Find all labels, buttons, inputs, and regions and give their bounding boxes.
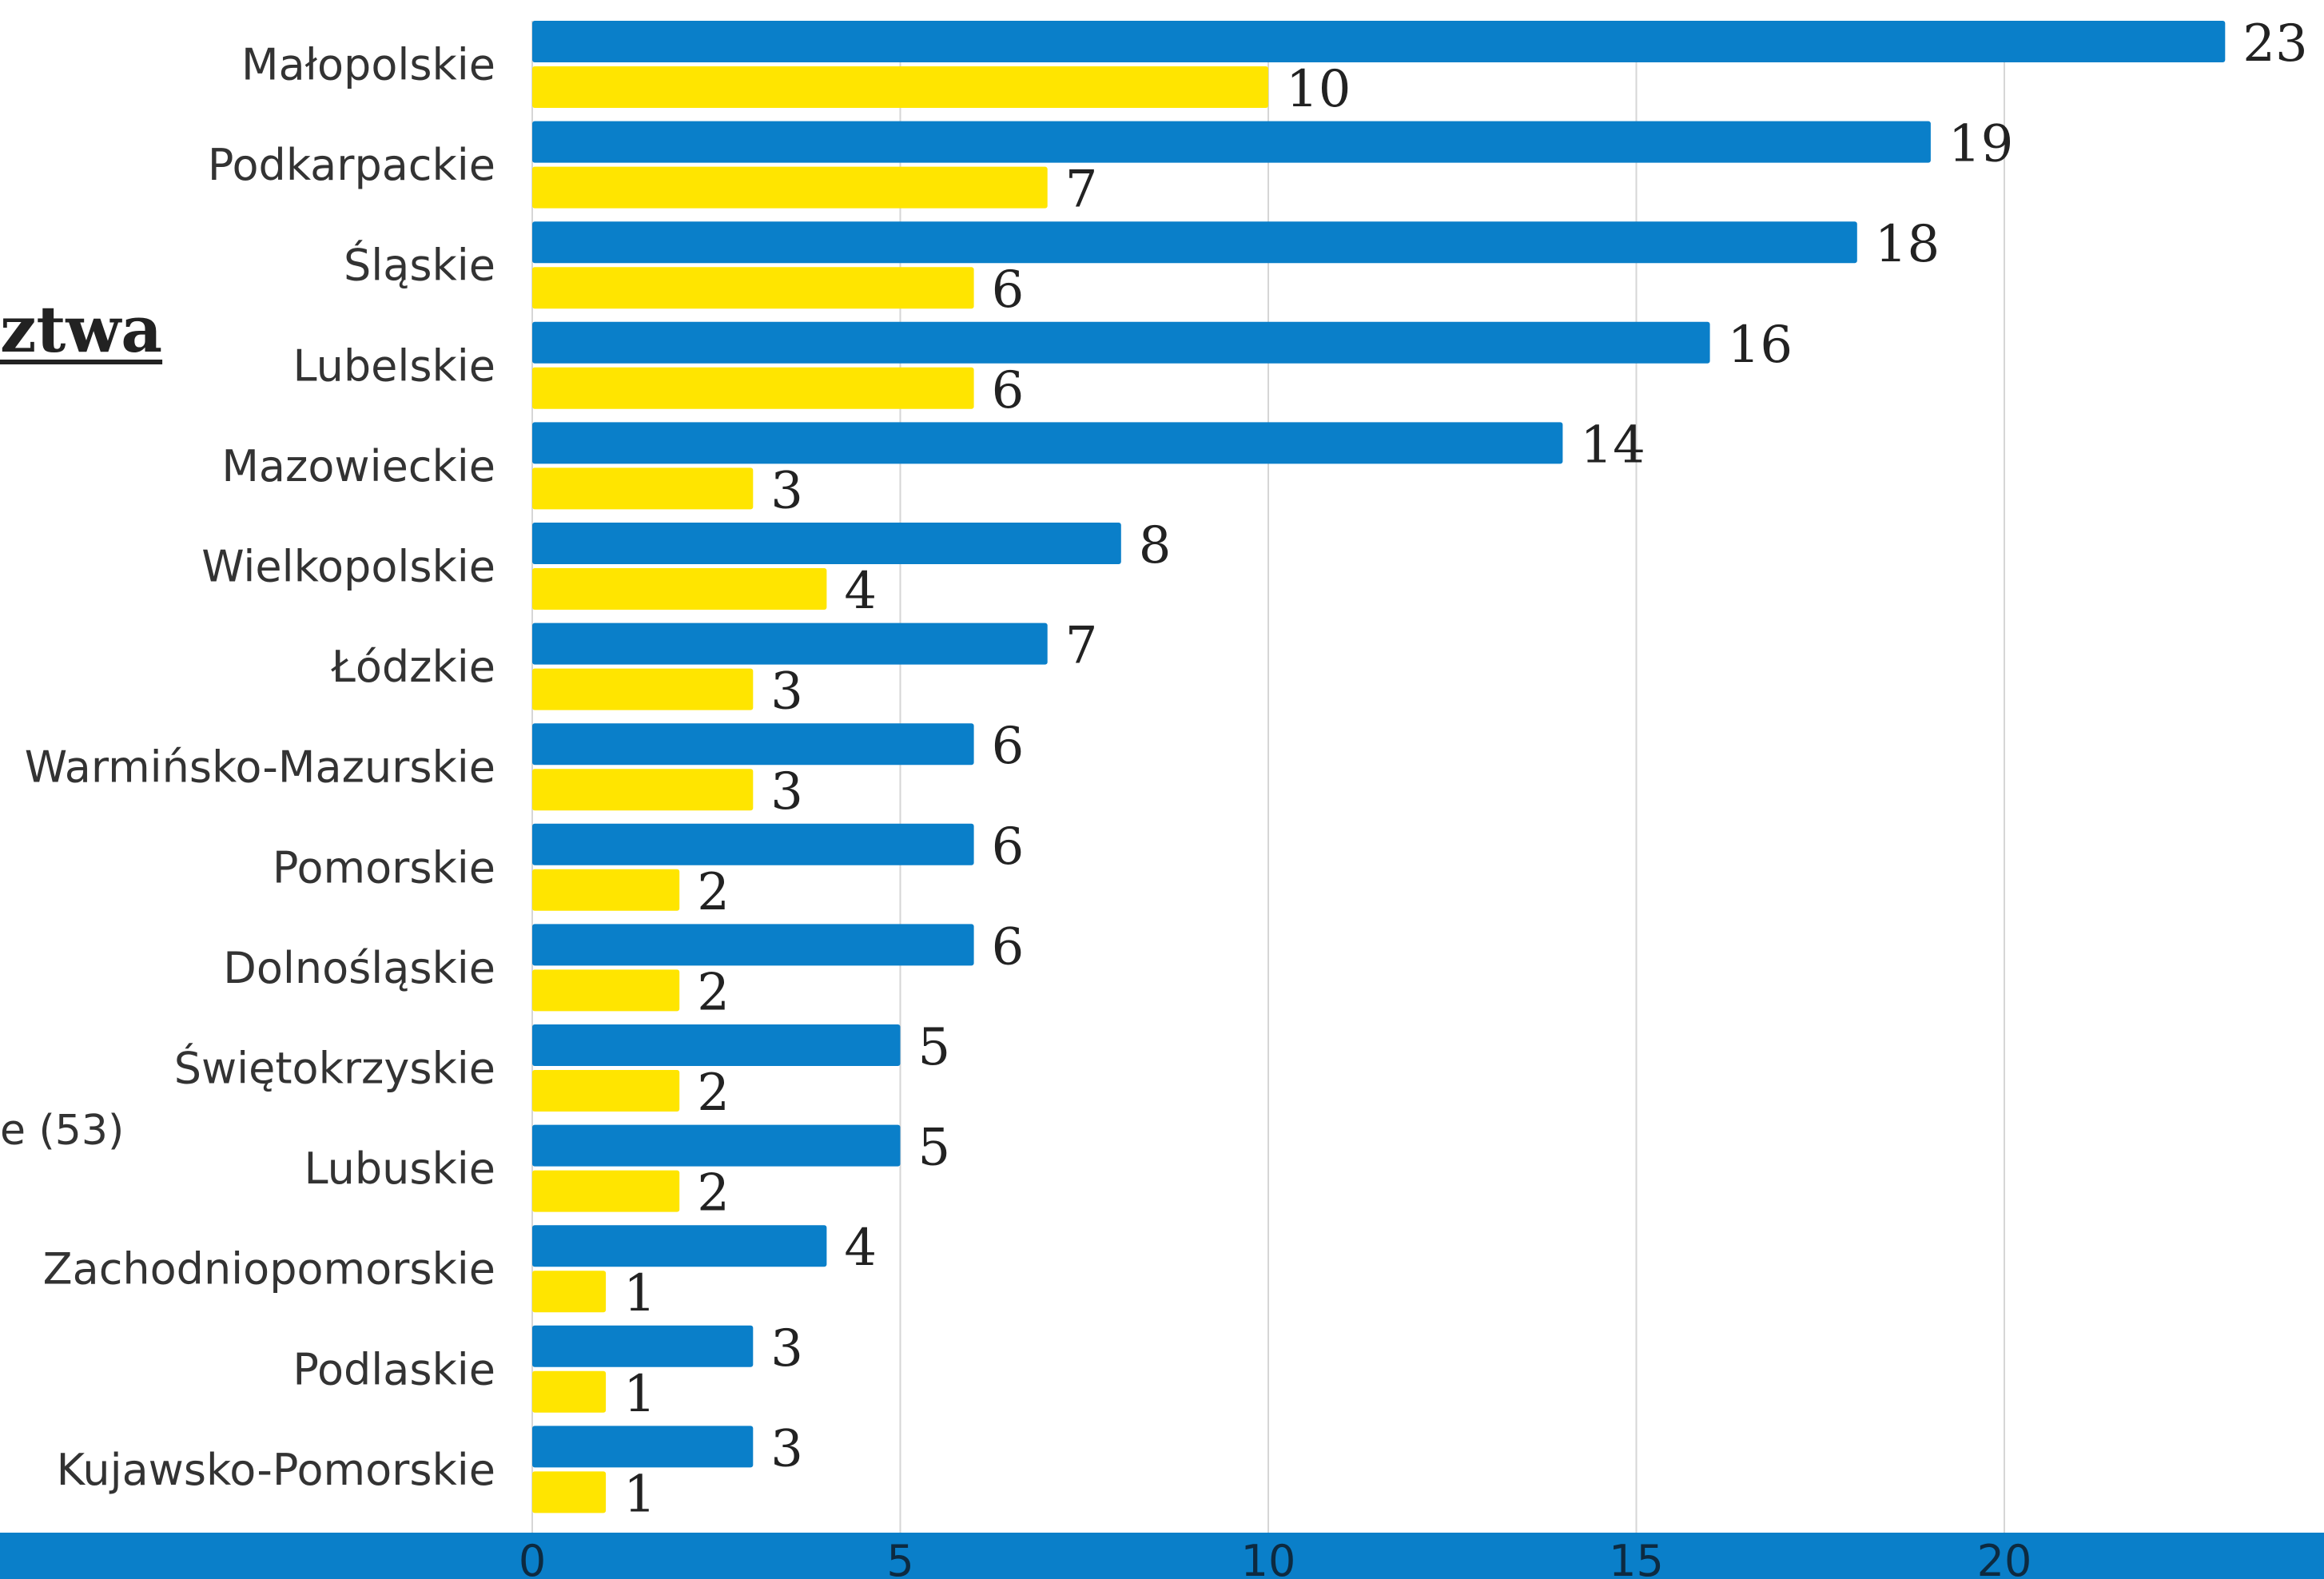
category-labels: Małopolskie Podkarpackie Śląskie Lubelskie M…	[25, 40, 495, 1495]
value-label: 6	[992, 917, 1025, 976]
value-label: 16	[1728, 316, 1793, 375]
bar-secondary	[532, 467, 754, 510]
value-label: 3	[770, 762, 803, 821]
bar-secondary	[532, 1070, 680, 1112]
category-label: Świętokrzyskie	[174, 1044, 495, 1094]
value-label: 6	[992, 817, 1025, 877]
value-label: 8	[1139, 516, 1172, 575]
category-label: Podlaskie	[292, 1344, 495, 1394]
x-tick-label: 20	[1977, 1536, 2032, 1579]
x-tick-labels: 0 5 10 15 20	[519, 1536, 2032, 1579]
bar-primary	[532, 1325, 754, 1367]
value-label: 5	[918, 1119, 951, 1178]
value-label: 23	[2242, 14, 2307, 74]
bar-secondary	[532, 1370, 607, 1413]
value-label: 3	[770, 461, 803, 520]
bar-primary	[532, 1225, 827, 1267]
bar-primary	[532, 422, 1563, 464]
category-label: Łódzkie	[330, 642, 495, 692]
category-label: Kujawsko-Pomorskie	[57, 1445, 495, 1495]
category-label: Zachodniopomorskie	[43, 1244, 495, 1295]
category-label: Dolnośląskie	[223, 943, 495, 993]
value-label: 1	[623, 1465, 656, 1524]
bar-primary	[532, 1024, 901, 1066]
bar-secondary	[532, 869, 680, 911]
bar-secondary	[532, 969, 680, 1012]
value-label: 2	[697, 863, 730, 922]
bar-secondary	[532, 166, 1048, 209]
bar-secondary	[532, 769, 754, 811]
bar-primary	[532, 321, 1710, 364]
value-label: 7	[1065, 617, 1098, 676]
category-label: Wielkopolskie	[201, 542, 495, 592]
value-label: 3	[770, 1319, 803, 1378]
category-label: Śląskie	[344, 241, 495, 291]
bar-primary	[532, 221, 1857, 264]
legend-text-fragment: e (53)	[0, 1107, 125, 1155]
page-title: ztwa	[0, 292, 163, 367]
bar-secondary	[532, 66, 1268, 108]
value-label: 7	[1065, 161, 1098, 220]
value-label: 18	[1875, 215, 1940, 274]
bar-primary	[532, 121, 1931, 163]
value-label: 14	[1580, 416, 1645, 475]
value-label: 2	[697, 1064, 730, 1123]
value-labels: 23 10 19 7 18 6 16 6 14 3 8 4 7 3 6 3 6 2 6 2 5 2 5 2 4 1 3 1 3 1	[623, 14, 2308, 1524]
value-label: 4	[844, 1219, 877, 1278]
bar-secondary	[532, 367, 974, 409]
value-label: 2	[697, 963, 730, 1022]
value-label: 3	[770, 662, 803, 722]
bar-secondary	[532, 1471, 607, 1513]
bar-primary	[532, 823, 974, 865]
bar-primary	[532, 21, 2226, 62]
bar-secondary	[532, 668, 754, 710]
bar-secondary	[532, 1170, 680, 1212]
x-tick-label: 0	[519, 1536, 546, 1579]
value-label: 19	[1948, 115, 2013, 174]
category-label: Lubelskie	[293, 340, 496, 391]
value-label: 4	[844, 562, 877, 621]
bar-secondary	[532, 267, 974, 309]
value-label: 6	[992, 717, 1025, 776]
bar-secondary	[532, 568, 827, 610]
bar-primary	[532, 723, 974, 766]
category-label: Lubuskie	[304, 1143, 496, 1194]
value-label: 5	[918, 1018, 951, 1077]
category-label: Podkarpackie	[208, 140, 495, 190]
bar-primary	[532, 1124, 901, 1167]
bar-primary	[532, 523, 1121, 564]
bars	[532, 21, 2226, 1513]
bar-primary	[532, 622, 1048, 665]
value-label: 6	[992, 261, 1025, 320]
value-label: 3	[770, 1419, 803, 1478]
category-label: Pomorskie	[273, 842, 495, 893]
x-tick-label: 5	[886, 1536, 913, 1579]
axis-bottom-bar	[0, 1533, 2324, 1579]
category-label: Małopolskie	[241, 40, 495, 90]
value-label: 6	[992, 361, 1025, 420]
category-label: Warmińsko-Mazurskie	[25, 742, 495, 793]
value-label: 1	[623, 1264, 656, 1323]
value-label: 1	[623, 1365, 656, 1424]
bar-primary	[532, 1426, 754, 1468]
bar-secondary	[532, 1271, 607, 1313]
category-label: Mazowieckie	[221, 441, 495, 491]
x-tick-label: 15	[1609, 1536, 1664, 1579]
x-tick-label: 10	[1241, 1536, 1296, 1579]
value-label: 2	[697, 1164, 730, 1223]
value-label: 10	[1286, 60, 1351, 119]
bar-primary	[532, 924, 974, 966]
